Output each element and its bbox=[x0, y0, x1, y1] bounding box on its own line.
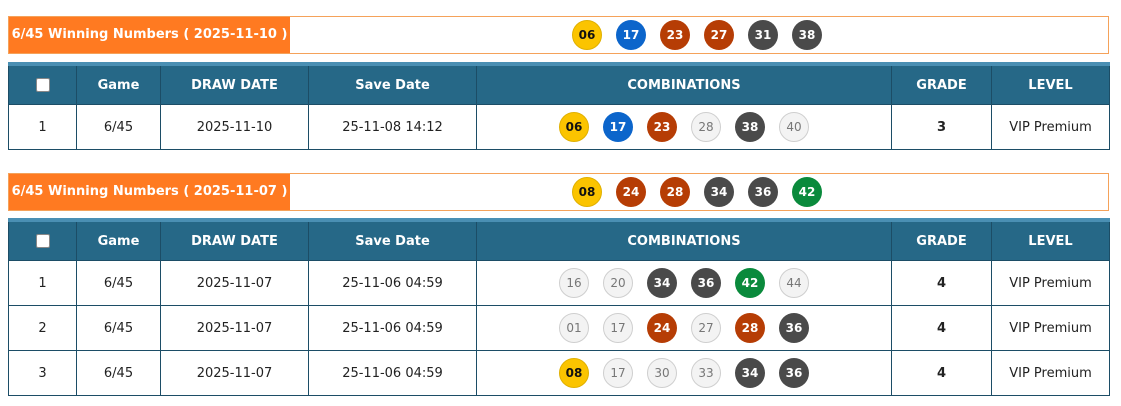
cell-save-date: 25-11-06 04:59 bbox=[308, 305, 477, 351]
cell-grade: 4 bbox=[891, 305, 992, 351]
cell-draw-date: 2025-11-10 bbox=[160, 104, 309, 150]
column-header-combinations: COMBINATIONS bbox=[476, 218, 892, 261]
column-header-draw-date: DRAW DATE bbox=[160, 62, 309, 105]
number-ball: 27 bbox=[691, 313, 721, 343]
cell-grade: 3 bbox=[891, 104, 992, 150]
number-ball: 44 bbox=[779, 268, 809, 298]
table-header: Game DRAW DATE Save Date COMBINATIONS GRADE L… bbox=[8, 218, 1110, 261]
cell-grade: 4 bbox=[891, 260, 992, 306]
number-ball: 34 bbox=[647, 268, 677, 298]
winning-balls: 08 24 28 34 36 42 bbox=[290, 174, 1108, 210]
cell-save-date: 25-11-08 14:12 bbox=[308, 104, 477, 150]
number-ball: 38 bbox=[735, 112, 765, 142]
winning-numbers-title: 6/45 Winning Numbers ( 2025-11-10 ) bbox=[9, 17, 290, 53]
number-ball: 36 bbox=[779, 358, 809, 388]
number-ball: 36 bbox=[748, 177, 778, 207]
cell-no: 1 bbox=[8, 260, 77, 306]
cell-game: 6/45 bbox=[76, 350, 161, 396]
column-header-game: Game bbox=[76, 218, 161, 261]
cell-no: 3 bbox=[8, 350, 77, 396]
cell-level: VIP Premium bbox=[991, 260, 1110, 306]
cell-game: 6/45 bbox=[76, 305, 161, 351]
column-header-draw-date: DRAW DATE bbox=[160, 218, 309, 261]
number-ball: 23 bbox=[647, 112, 677, 142]
number-ball: 28 bbox=[691, 112, 721, 142]
table-row[interactable]: 2 6/45 2025-11-07 25-11-06 04:59 01 17 24 27 28 3… bbox=[8, 305, 1110, 351]
number-ball: 16 bbox=[559, 268, 589, 298]
number-ball: 06 bbox=[559, 112, 589, 142]
cell-save-date: 25-11-06 04:59 bbox=[308, 350, 477, 396]
cell-combinations: 16 20 34 36 42 44 bbox=[476, 260, 892, 306]
number-ball: 38 bbox=[792, 20, 822, 50]
select-all-checkbox-cell[interactable] bbox=[8, 218, 77, 261]
number-ball: 17 bbox=[616, 20, 646, 50]
table-row[interactable]: 1 6/45 2025-11-07 25-11-06 04:59 16 20 34 36 42 4… bbox=[8, 260, 1110, 306]
column-header-game: Game bbox=[76, 62, 161, 105]
cell-combinations: 06 17 23 28 38 40 bbox=[476, 104, 892, 150]
results-table: Game DRAW DATE Save Date COMBINATIONS GRADE L… bbox=[8, 62, 1110, 150]
cell-level: VIP Premium bbox=[991, 350, 1110, 396]
number-ball: 28 bbox=[660, 177, 690, 207]
select-all-checkbox[interactable] bbox=[35, 234, 50, 248]
table-row[interactable]: 3 6/45 2025-11-07 25-11-06 04:59 08 17 30 33 34 3… bbox=[8, 350, 1110, 396]
cell-save-date: 25-11-06 04:59 bbox=[308, 260, 477, 306]
column-header-grade: GRADE bbox=[891, 218, 992, 261]
cell-level: VIP Premium bbox=[991, 305, 1110, 351]
column-header-grade: GRADE bbox=[891, 62, 992, 105]
column-header-level: LEVEL bbox=[991, 218, 1110, 261]
number-ball: 08 bbox=[559, 358, 589, 388]
column-header-save-date: Save Date bbox=[308, 62, 477, 105]
cell-draw-date: 2025-11-07 bbox=[160, 260, 309, 306]
number-ball: 34 bbox=[735, 358, 765, 388]
number-ball: 42 bbox=[792, 177, 822, 207]
cell-no: 1 bbox=[8, 104, 77, 150]
select-all-checkbox-cell[interactable] bbox=[8, 62, 77, 105]
winning-numbers-bar: 6/45 Winning Numbers ( 2025-11-07 ) 08 24 2… bbox=[8, 173, 1109, 211]
number-ball: 31 bbox=[748, 20, 778, 50]
number-ball: 40 bbox=[779, 112, 809, 142]
cell-level: VIP Premium bbox=[991, 104, 1110, 150]
number-ball: 17 bbox=[603, 313, 633, 343]
cell-game: 6/45 bbox=[76, 104, 161, 150]
number-ball: 28 bbox=[735, 313, 765, 343]
cell-draw-date: 2025-11-07 bbox=[160, 350, 309, 396]
number-ball: 24 bbox=[647, 313, 677, 343]
number-ball: 17 bbox=[603, 358, 633, 388]
results-table: Game DRAW DATE Save Date COMBINATIONS GRADE L… bbox=[8, 218, 1110, 396]
column-header-level: LEVEL bbox=[991, 62, 1110, 105]
number-ball: 33 bbox=[691, 358, 721, 388]
table-header: Game DRAW DATE Save Date COMBINATIONS GRADE L… bbox=[8, 62, 1110, 105]
table-row[interactable]: 1 6/45 2025-11-10 25-11-08 14:12 06 17 23 28 38 4… bbox=[8, 104, 1110, 150]
number-ball: 23 bbox=[660, 20, 690, 50]
cell-grade: 4 bbox=[891, 350, 992, 396]
number-ball: 01 bbox=[559, 313, 589, 343]
cell-no: 2 bbox=[8, 305, 77, 351]
column-header-save-date: Save Date bbox=[308, 218, 477, 261]
cell-game: 6/45 bbox=[76, 260, 161, 306]
number-ball: 27 bbox=[704, 20, 734, 50]
number-ball: 42 bbox=[735, 268, 765, 298]
cell-combinations: 01 17 24 27 28 36 bbox=[476, 305, 892, 351]
number-ball: 17 bbox=[603, 112, 633, 142]
number-ball: 06 bbox=[572, 20, 602, 50]
number-ball: 34 bbox=[704, 177, 734, 207]
select-all-checkbox[interactable] bbox=[35, 78, 50, 92]
number-ball: 30 bbox=[647, 358, 677, 388]
number-ball: 36 bbox=[779, 313, 809, 343]
number-ball: 20 bbox=[603, 268, 633, 298]
number-ball: 24 bbox=[616, 177, 646, 207]
winning-numbers-bar: 6/45 Winning Numbers ( 2025-11-10 ) 06 17 2… bbox=[8, 16, 1109, 54]
cell-combinations: 08 17 30 33 34 36 bbox=[476, 350, 892, 396]
winning-balls: 06 17 23 27 31 38 bbox=[290, 17, 1108, 53]
number-ball: 36 bbox=[691, 268, 721, 298]
cell-draw-date: 2025-11-07 bbox=[160, 305, 309, 351]
number-ball: 08 bbox=[572, 177, 602, 207]
column-header-combinations: COMBINATIONS bbox=[476, 62, 892, 105]
winning-numbers-title: 6/45 Winning Numbers ( 2025-11-07 ) bbox=[9, 174, 290, 210]
